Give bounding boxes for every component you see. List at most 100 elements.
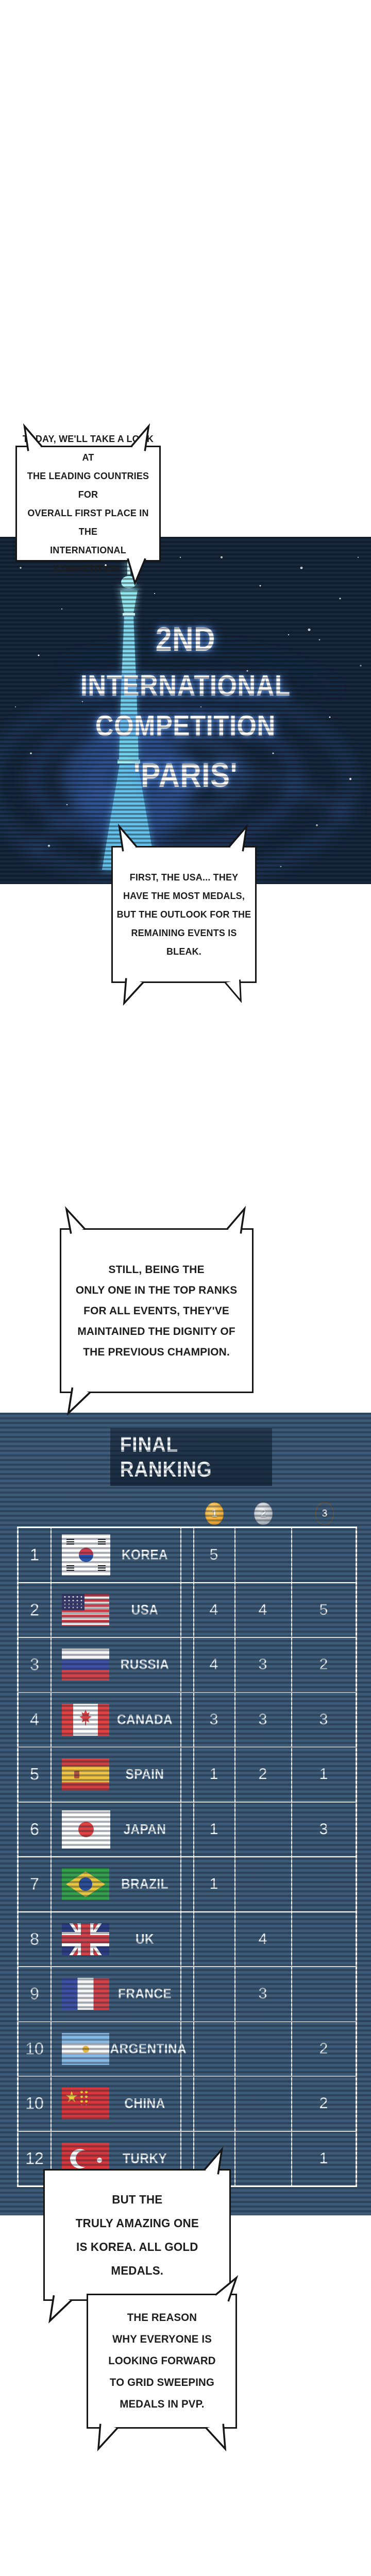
gold-count-cell: 4 [209,1656,218,1673]
country-flag-icon [62,1649,109,1681]
country-flag-icon [62,2032,109,2065]
gold-count-cell: 4 [209,1601,218,1618]
speech-bubble-3: STILL, BEING THE ONLY ONE IN THE TOP RAN… [60,1206,254,1416]
country-cell: FRANCE [118,1986,172,2002]
speech-horn-icon [23,423,43,451]
speech-bubble-text: THE REASON WHY EVERYONE IS LOOKING FORWA… [108,2312,216,2410]
rank-cell: 9 [30,1984,39,2003]
competition-title-panel: 2ND INTERNATIONAL COMPETITION 'PARIS' [0,537,371,884]
speech-tail-icon [97,2424,119,2452]
bronze-count-cell: 3 [319,1820,328,1838]
title-line-2: INTERNATIONAL [80,669,291,702]
speech-bubble-text: BUT THE TRULY AMAZING ONE IS KOREA. ALL … [75,2193,199,2277]
speech-horn-icon [226,1206,246,1234]
country-flag-icon [62,1534,110,1576]
speech-horn-icon [228,823,248,852]
speech-horn-icon [117,823,138,852]
silver-count-cell: 3 [258,1985,267,2003]
gold-count-cell: 1 [209,1875,218,1893]
gold-count-cell: 5 [209,1546,218,1564]
gold-count-cell: 1 [209,1766,218,1783]
speech-bubble-text: STILL, BEING THE ONLY ONE IN THE TOP RAN… [76,1263,238,1358]
table-row: 7 BRAZIL 1 [19,1857,356,1912]
paris-tower-illustration [0,537,371,884]
table-row: 10 CHINA 2 [19,2077,356,2132]
speech-bubble-4: BUT THE TRULY AMAZING ONE IS KOREA. ALL … [43,2146,231,2324]
rank-cell: 7 [30,1874,39,1893]
country-cell: JAPAN [123,1821,166,1837]
country-flag-icon [62,1978,109,2010]
table-row: 9 FRANCE 3 [19,1967,356,2022]
speech-horn-icon [204,2146,224,2175]
bronze-count-cell: 5 [319,1601,328,1618]
speech-bubble-1: TODAY, WE'LL TAKE A LOOK AT THE LEADING … [15,423,161,586]
country-cell: SPAIN [125,1766,164,1782]
country-cell: RUSSIA [120,1656,170,1672]
table-row: 10 ARGENTINA 2 [19,2022,356,2077]
rank-cell: 12 [25,2149,44,2168]
title-line-3: COMPETITION [95,709,276,742]
rank-cell: 2 [30,1600,39,1619]
silver-count-cell: 3 [258,1656,267,1673]
country-cell: ARGENTINA [110,2041,187,2057]
table-row: 5 SPAIN 1 2 1 [19,1748,356,1803]
gold-count-cell: 1 [209,1820,218,1838]
title-line-1: 2ND [155,620,216,658]
table-row: 6 JAPAN 1 3 [19,1803,356,1857]
rank-cell: 4 [30,1710,39,1729]
country-flag-icon [62,1594,109,1626]
final-ranking-banner: FINAL RANKING [110,1428,272,1486]
speech-horn-icon [214,2275,239,2302]
silver-medal-icon: 2 [254,1502,273,1525]
bronze-count-cell: 2 [319,2040,328,2057]
country-cell: USA [131,1602,159,1618]
country-flag-icon [62,1810,110,1849]
bronze-count-cell: 3 [319,1710,328,1728]
speech-horn-icon [130,423,150,451]
country-flag-icon [62,1703,109,1736]
table-row: 8 UK 4 [19,1912,356,1967]
speech-tail-icon [67,1387,91,1416]
final-ranking-panel: FINAL RANKING 1 2 3 1 KOREA 5 [0,1413,371,2215]
speech-bubble-text: FIRST, THE USA... THEY HAVE THE MOST MED… [116,872,251,957]
country-cell: TURKY [123,2150,167,2166]
speech-tail-icon [225,979,242,1003]
rank-cell: 10 [25,2039,44,2058]
gold-count-cell: 3 [209,1710,218,1728]
bronze-count-cell: 2 [319,2095,328,2112]
country-flag-icon [62,1868,109,1901]
rank-cell: 10 [25,2094,44,2113]
speech-bubble-2: FIRST, THE USA... THEY HAVE THE MOST MED… [111,823,257,1006]
bronze-count-cell: 1 [319,2149,328,2167]
country-cell: UK [136,1931,154,1947]
country-flag-icon [62,1923,109,1955]
rank-cell: 1 [30,1545,39,1564]
speech-bubble-text: TODAY, WE'LL TAKE A LOOK AT THE LEADING … [22,433,154,574]
speech-tail-icon [48,2295,72,2324]
rank-cell: 5 [30,1765,39,1784]
silver-count-cell: 3 [258,1710,267,1728]
ranking-table: 1 KOREA 5 2 USA 4 4 5 3 RUSSIA [17,1527,357,2187]
title-line-4: 'PARIS' [133,756,238,794]
bronze-medal-icon: 3 [315,1502,334,1525]
silver-count-cell: 4 [258,1930,267,1947]
country-cell: CHINA [124,2095,165,2111]
country-cell: BRAZIL [121,1876,168,1892]
table-row: 4 CANADA 3 3 3 [19,1693,356,1748]
speech-tail-icon [205,2424,227,2452]
speech-horn-icon [65,1206,86,1234]
country-cell: KOREA [121,1547,168,1563]
speech-tail-icon [123,978,144,1006]
gold-medal-icon: 1 [205,1502,224,1525]
silver-count-cell: 2 [258,1766,267,1783]
country-flag-icon [62,1758,109,1791]
final-ranking-title: FINAL RANKING [120,1432,212,1481]
bronze-count-cell: 2 [319,1656,328,1673]
table-row: 2 USA 4 4 5 [19,1583,356,1638]
country-flag-icon [62,2088,109,2120]
rank-cell: 3 [30,1655,39,1674]
silver-count-cell: 4 [258,1601,267,1618]
speech-bubble-5: THE REASON WHY EVERYONE IS LOOKING FORWA… [87,2275,239,2452]
rank-cell: 6 [30,1820,39,1839]
